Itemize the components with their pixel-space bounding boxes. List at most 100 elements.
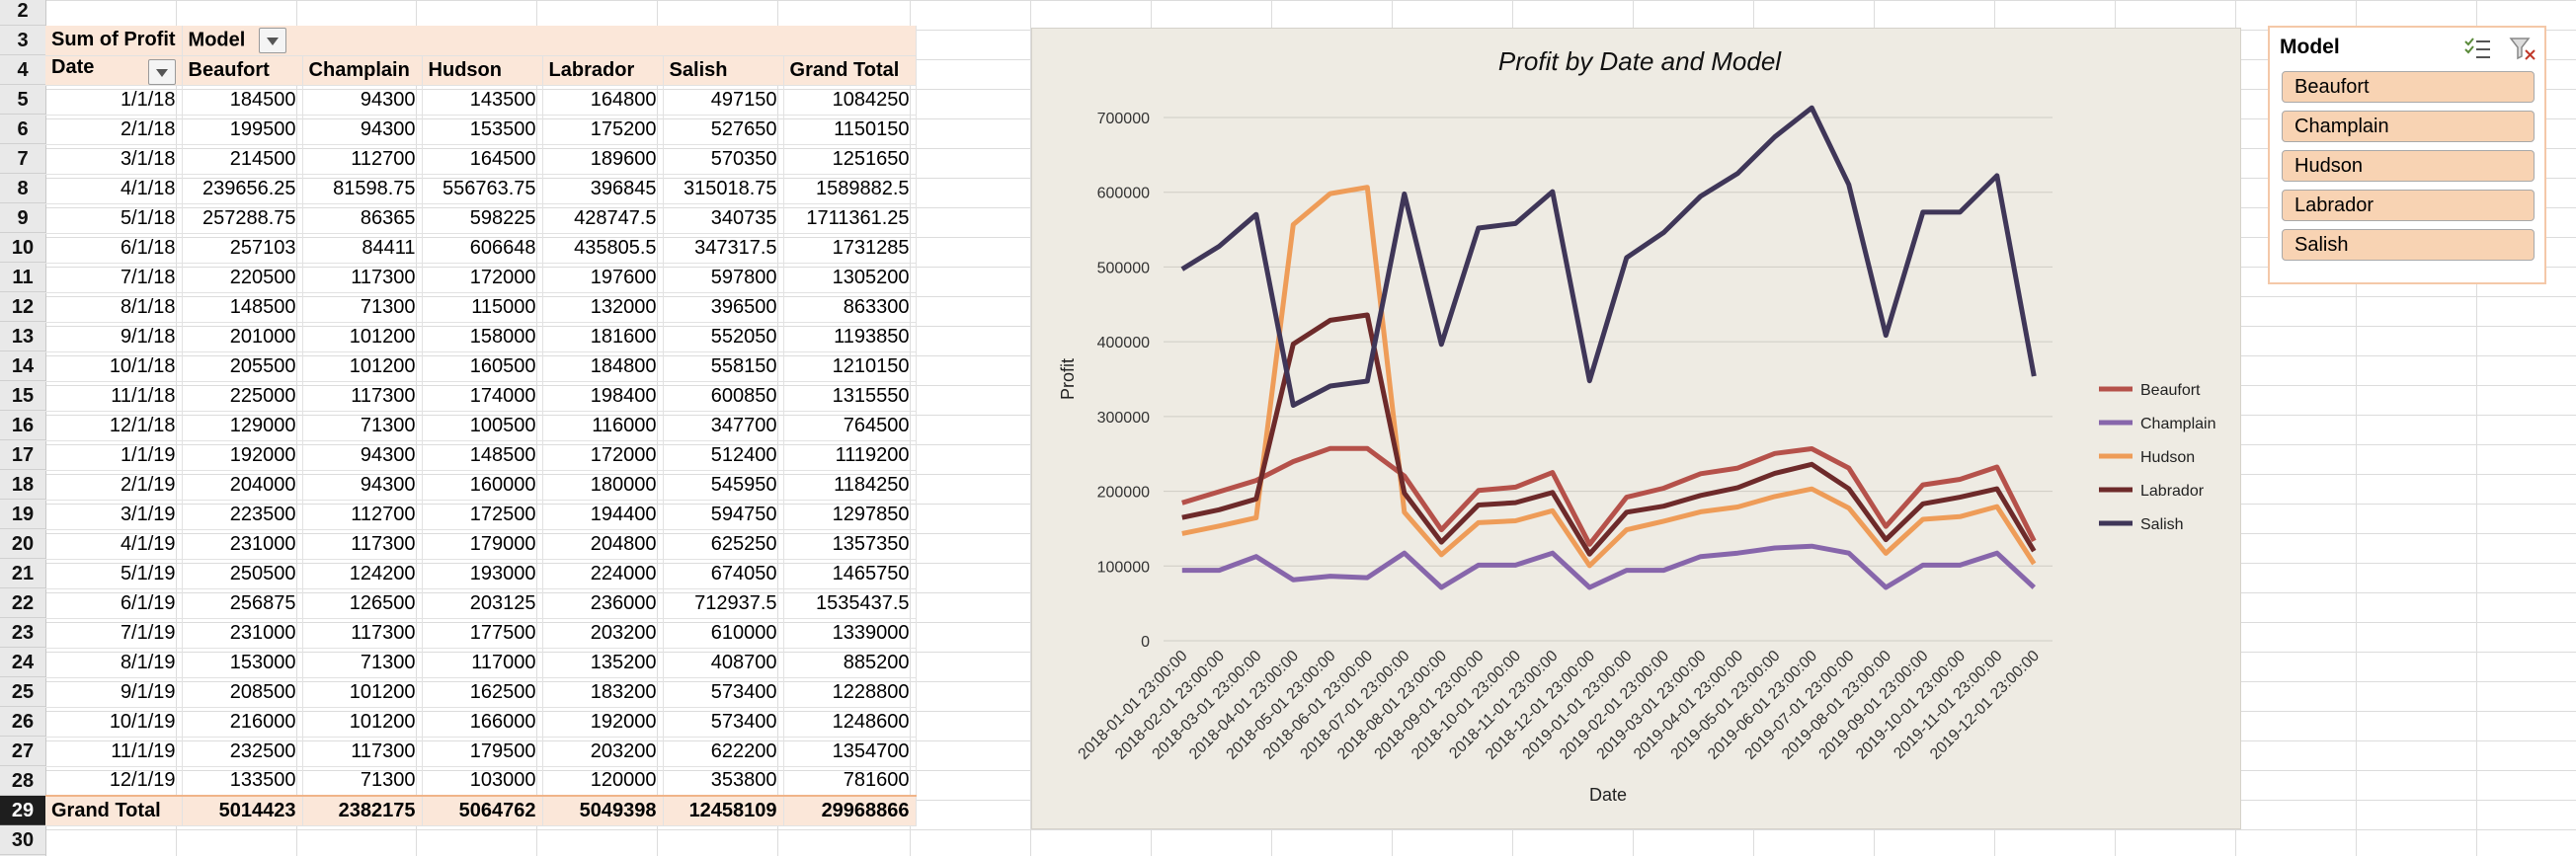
row-date-label[interactable]: 11/1/18 [45, 381, 183, 412]
value-cell[interactable]: 164800 [542, 85, 664, 116]
row-date-label[interactable]: 12/1/19 [45, 766, 183, 797]
profit-line-chart[interactable]: Profit by Date and Model 0 100000 200000 300… [1031, 28, 2241, 829]
value-cell[interactable]: 94300 [302, 85, 423, 116]
value-cell[interactable]: 712937.5 [663, 588, 784, 619]
row-date-label[interactable]: 10/1/18 [45, 351, 183, 382]
value-cell[interactable]: 239656.25 [182, 174, 303, 204]
value-cell[interactable]: 1193850 [783, 322, 917, 352]
value-cell[interactable]: 250500 [182, 559, 303, 589]
value-cell[interactable]: 160500 [422, 351, 543, 382]
value-cell[interactable]: 166000 [422, 707, 543, 738]
value-cell[interactable]: 600850 [663, 381, 784, 412]
value-cell[interactable]: 183200 [542, 677, 664, 708]
value-cell[interactable]: 764500 [783, 411, 917, 441]
row-header-14[interactable]: 14 [0, 351, 45, 381]
value-cell[interactable]: 1084250 [783, 85, 917, 116]
value-cell[interactable]: 208500 [182, 677, 303, 708]
grand-total-cell[interactable]: 29968866 [783, 795, 917, 826]
row-date-label[interactable]: 4/1/18 [45, 174, 183, 204]
row-header-23[interactable]: 23 [0, 618, 45, 648]
value-cell[interactable]: 112700 [302, 500, 423, 530]
value-cell[interactable]: 1305200 [783, 263, 917, 293]
value-cell[interactable]: 396500 [663, 292, 784, 323]
value-cell[interactable]: 863300 [783, 292, 917, 323]
value-cell[interactable]: 158000 [422, 322, 543, 352]
row-date-label[interactable]: 8/1/18 [45, 292, 183, 323]
value-cell[interactable]: 117300 [302, 737, 423, 767]
slicer-item-salish[interactable]: Salish [2282, 229, 2535, 261]
row-header-5[interactable]: 5 [0, 85, 45, 115]
slicer-item-beaufort[interactable]: Beaufort [2282, 71, 2535, 103]
row-filter-dropdown-button[interactable] [147, 58, 176, 84]
value-cell[interactable]: 622200 [663, 737, 784, 767]
value-cell[interactable]: 203200 [542, 737, 664, 767]
value-cell[interactable]: 232500 [182, 737, 303, 767]
value-cell[interactable]: 224000 [542, 559, 664, 589]
value-cell[interactable]: 512400 [663, 440, 784, 471]
value-cell[interactable]: 94300 [302, 115, 423, 145]
row-header-25[interactable]: 25 [0, 677, 45, 707]
value-cell[interactable]: 117000 [422, 648, 543, 678]
row-header-11[interactable]: 11 [0, 263, 45, 292]
row-header-8[interactable]: 8 [0, 174, 45, 203]
value-cell[interactable]: 315018.75 [663, 174, 784, 204]
value-cell[interactable]: 172000 [542, 440, 664, 471]
value-cell[interactable]: 175200 [542, 115, 664, 145]
value-cell[interactable]: 177500 [422, 618, 543, 649]
pivot-table[interactable]: Sum of Profit Model Date Beaufort Champla… [45, 26, 917, 826]
value-cell[interactable]: 86365 [302, 203, 423, 234]
value-cell[interactable]: 435805.5 [542, 233, 664, 264]
value-cell[interactable]: 347317.5 [663, 233, 784, 264]
grand-total-cell[interactable]: 5014423 [182, 795, 303, 826]
value-cell[interactable]: 94300 [302, 440, 423, 471]
row-header-3[interactable]: 3 [0, 26, 45, 55]
value-cell[interactable]: 203125 [422, 588, 543, 619]
value-cell[interactable]: 781600 [783, 766, 917, 797]
row-header-18[interactable]: 18 [0, 470, 45, 500]
value-cell[interactable]: 164500 [422, 144, 543, 175]
row-date-label[interactable]: 2/1/18 [45, 115, 183, 145]
value-cell[interactable]: 214500 [182, 144, 303, 175]
pivot-row-field[interactable]: Date [45, 55, 183, 86]
value-cell[interactable]: 570350 [663, 144, 784, 175]
multi-select-icon[interactable] [2463, 36, 2491, 61]
value-cell[interactable]: 527650 [663, 115, 784, 145]
value-cell[interactable]: 594750 [663, 500, 784, 530]
value-cell[interactable]: 101200 [302, 351, 423, 382]
value-cell[interactable]: 184500 [182, 85, 303, 116]
model-slicer[interactable]: Model Beaufort Champlain Hudson Labrador Sal… [2268, 26, 2546, 284]
value-cell[interactable]: 117300 [302, 529, 423, 560]
value-cell[interactable]: 1184250 [783, 470, 917, 501]
row-date-label[interactable]: 8/1/19 [45, 648, 183, 678]
value-cell[interactable]: 148500 [422, 440, 543, 471]
value-cell[interactable]: 216000 [182, 707, 303, 738]
value-cell[interactable]: 133500 [182, 766, 303, 797]
value-cell[interactable]: 257288.75 [182, 203, 303, 234]
value-cell[interactable]: 885200 [783, 648, 917, 678]
value-cell[interactable]: 153000 [182, 648, 303, 678]
value-cell[interactable]: 497150 [663, 85, 784, 116]
value-cell[interactable]: 256875 [182, 588, 303, 619]
value-cell[interactable]: 236000 [542, 588, 664, 619]
value-cell[interactable]: 606648 [422, 233, 543, 264]
value-cell[interactable]: 192000 [182, 440, 303, 471]
row-header-7[interactable]: 7 [0, 144, 45, 174]
value-cell[interactable]: 1339000 [783, 618, 917, 649]
value-cell[interactable]: 204000 [182, 470, 303, 501]
value-cell[interactable]: 120000 [542, 766, 664, 797]
value-cell[interactable]: 126500 [302, 588, 423, 619]
value-cell[interactable]: 101200 [302, 677, 423, 708]
value-cell[interactable]: 1731285 [783, 233, 917, 264]
value-cell[interactable]: 201000 [182, 322, 303, 352]
row-date-label[interactable]: 6/1/19 [45, 588, 183, 619]
value-cell[interactable]: 1354700 [783, 737, 917, 767]
value-cell[interactable]: 192000 [542, 707, 664, 738]
row-header-13[interactable]: 13 [0, 322, 45, 351]
value-cell[interactable]: 347700 [663, 411, 784, 441]
value-cell[interactable]: 197600 [542, 263, 664, 293]
value-cell[interactable]: 116000 [542, 411, 664, 441]
row-date-label[interactable]: 10/1/19 [45, 707, 183, 738]
row-header-30[interactable]: 30 [0, 825, 45, 855]
row-date-label[interactable]: 11/1/19 [45, 737, 183, 767]
value-cell[interactable]: 172500 [422, 500, 543, 530]
